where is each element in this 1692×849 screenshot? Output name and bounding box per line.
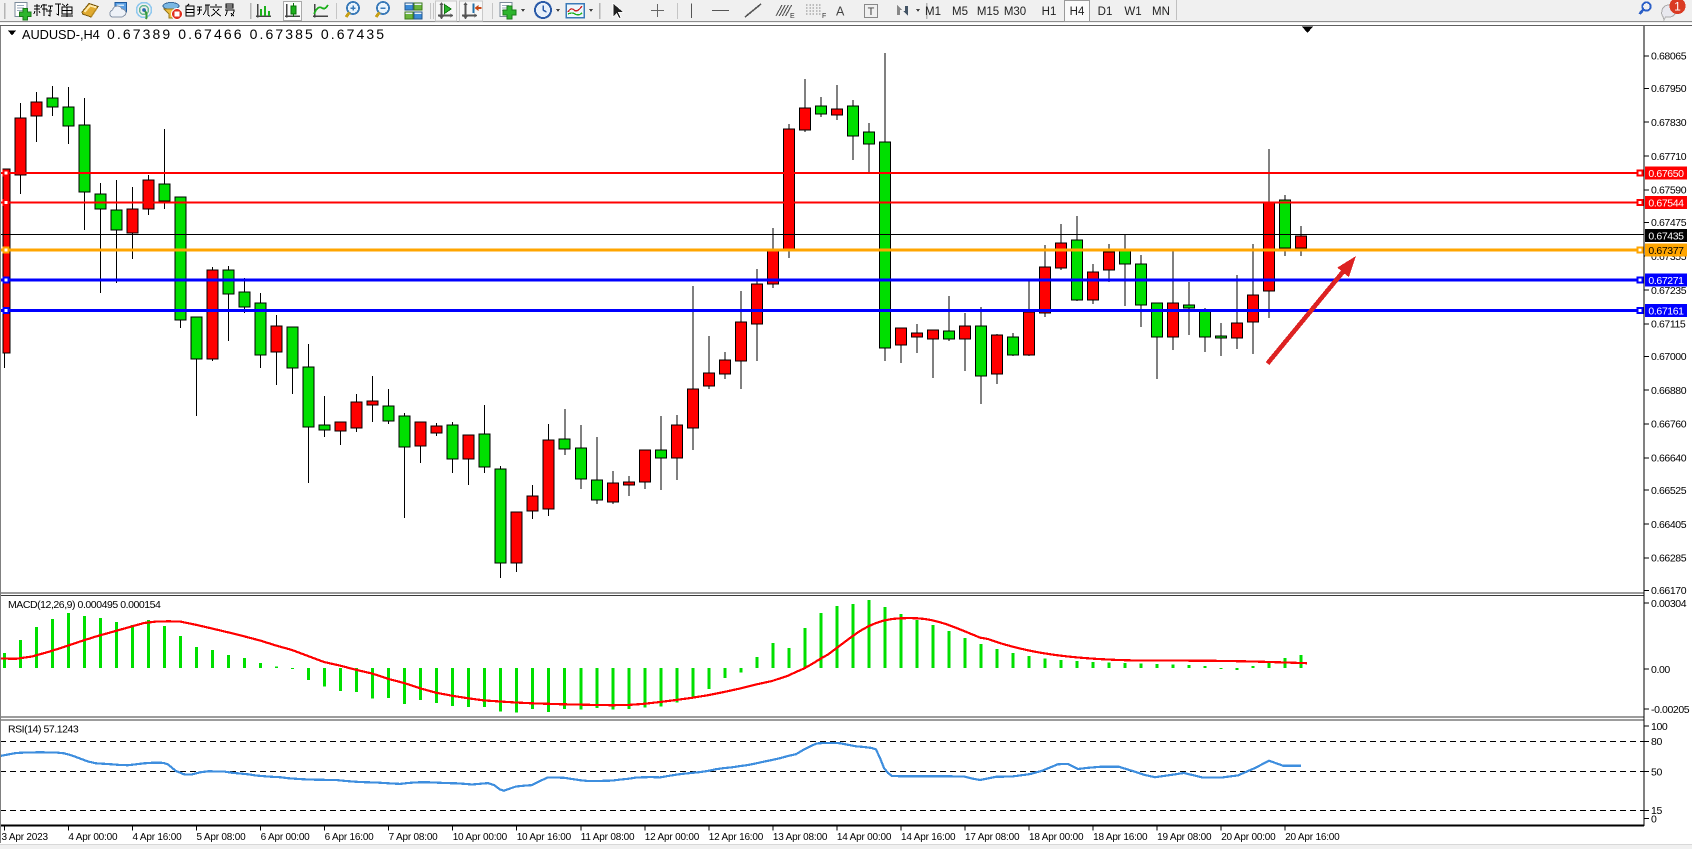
svg-text:0.66285: 0.66285 xyxy=(1651,553,1687,565)
svg-text:0.67000: 0.67000 xyxy=(1651,351,1687,363)
svg-text:10 Apr 00:00: 10 Apr 00:00 xyxy=(453,832,508,843)
svg-text:100: 100 xyxy=(1651,721,1668,733)
svg-text:3 Apr 2023: 3 Apr 2023 xyxy=(2,832,49,843)
svg-text:0.67950: 0.67950 xyxy=(1651,83,1687,95)
svg-text:20 Apr 16:00: 20 Apr 16:00 xyxy=(1285,832,1340,843)
svg-text:0.00: 0.00 xyxy=(1651,664,1670,676)
svg-text:0.67377: 0.67377 xyxy=(1648,245,1684,257)
svg-text:0.00304: 0.00304 xyxy=(1651,598,1687,610)
svg-text:19 Apr 08:00: 19 Apr 08:00 xyxy=(1157,832,1212,843)
svg-text:11 Apr 08:00: 11 Apr 08:00 xyxy=(581,832,635,843)
svg-text:0.67389 0.67466 0.67385 0.6743: 0.67389 0.67466 0.67385 0.67435 xyxy=(107,26,386,42)
svg-text:0.66760: 0.66760 xyxy=(1651,419,1687,431)
svg-text:4 Apr 00:00: 4 Apr 00:00 xyxy=(68,832,118,843)
svg-text:E: E xyxy=(790,13,795,20)
svg-text:AUDUSD-,H4: AUDUSD-,H4 xyxy=(22,27,100,42)
svg-text:15: 15 xyxy=(1651,805,1662,817)
svg-text:M15: M15 xyxy=(977,6,999,18)
svg-text:M30: M30 xyxy=(1004,6,1026,18)
svg-text:0.66880: 0.66880 xyxy=(1651,385,1687,397)
svg-text:20 Apr 00:00: 20 Apr 00:00 xyxy=(1221,832,1276,843)
svg-text:5 Apr 08:00: 5 Apr 08:00 xyxy=(197,832,247,843)
svg-text:0.67115: 0.67115 xyxy=(1651,319,1686,331)
svg-text:0.67161: 0.67161 xyxy=(1648,306,1684,318)
svg-text:RSI(14) 57.1243: RSI(14) 57.1243 xyxy=(8,724,79,736)
svg-text:14 Apr 16:00: 14 Apr 16:00 xyxy=(901,832,956,843)
svg-text:0.67710: 0.67710 xyxy=(1651,151,1687,163)
svg-text:12 Apr 00:00: 12 Apr 00:00 xyxy=(645,832,700,843)
svg-text:A: A xyxy=(836,5,845,19)
svg-text:0.67235: 0.67235 xyxy=(1651,285,1687,297)
svg-text:10 Apr 16:00: 10 Apr 16:00 xyxy=(517,832,572,843)
svg-text:D1: D1 xyxy=(1098,6,1113,18)
svg-text:14 Apr 00:00: 14 Apr 00:00 xyxy=(837,832,892,843)
svg-text:0.66405: 0.66405 xyxy=(1651,519,1687,531)
svg-text:18 Apr 00:00: 18 Apr 00:00 xyxy=(1029,832,1084,843)
svg-text:50: 50 xyxy=(1651,767,1662,779)
svg-text:W1: W1 xyxy=(1124,6,1141,18)
svg-text:H4: H4 xyxy=(1070,6,1085,18)
svg-text:0.67271: 0.67271 xyxy=(1648,275,1684,287)
svg-text:18 Apr 16:00: 18 Apr 16:00 xyxy=(1093,832,1148,843)
svg-text:-0.00205: -0.00205 xyxy=(1651,704,1690,716)
svg-text:13 Apr 08:00: 13 Apr 08:00 xyxy=(773,832,828,843)
svg-text:M1: M1 xyxy=(925,6,941,18)
svg-text:0.66170: 0.66170 xyxy=(1651,585,1687,597)
svg-text:0.67650: 0.67650 xyxy=(1648,168,1684,180)
svg-text:0.67435: 0.67435 xyxy=(1648,231,1684,243)
svg-text:0: 0 xyxy=(1651,813,1657,825)
svg-text:M5: M5 xyxy=(952,6,968,18)
svg-text:80: 80 xyxy=(1651,736,1662,748)
svg-text:MACD(12,26,9) 0.000495 0.00015: MACD(12,26,9) 0.000495 0.000154 xyxy=(8,599,161,611)
svg-text:1: 1 xyxy=(1674,0,1681,13)
svg-text:H1: H1 xyxy=(1042,6,1057,18)
svg-text:4 Apr 16:00: 4 Apr 16:00 xyxy=(133,832,183,843)
svg-text:7 Apr 08:00: 7 Apr 08:00 xyxy=(389,832,439,843)
svg-text:0.67475: 0.67475 xyxy=(1651,217,1687,229)
svg-text:0.66525: 0.66525 xyxy=(1651,485,1687,497)
svg-text:6 Apr 00:00: 6 Apr 00:00 xyxy=(261,832,311,843)
svg-text:F: F xyxy=(822,13,826,20)
svg-text:17 Apr 08:00: 17 Apr 08:00 xyxy=(965,832,1020,843)
svg-text:0.68065: 0.68065 xyxy=(1651,51,1687,63)
svg-text:T: T xyxy=(868,6,875,18)
svg-text:6 Apr 16:00: 6 Apr 16:00 xyxy=(325,832,375,843)
svg-text:0.67830: 0.67830 xyxy=(1651,117,1687,129)
svg-text:0.67544: 0.67544 xyxy=(1648,198,1684,210)
svg-text:MN: MN xyxy=(1152,6,1170,18)
svg-text:0.66640: 0.66640 xyxy=(1651,453,1687,465)
svg-text:12 Apr 16:00: 12 Apr 16:00 xyxy=(709,832,764,843)
svg-text:0.67590: 0.67590 xyxy=(1651,185,1687,197)
